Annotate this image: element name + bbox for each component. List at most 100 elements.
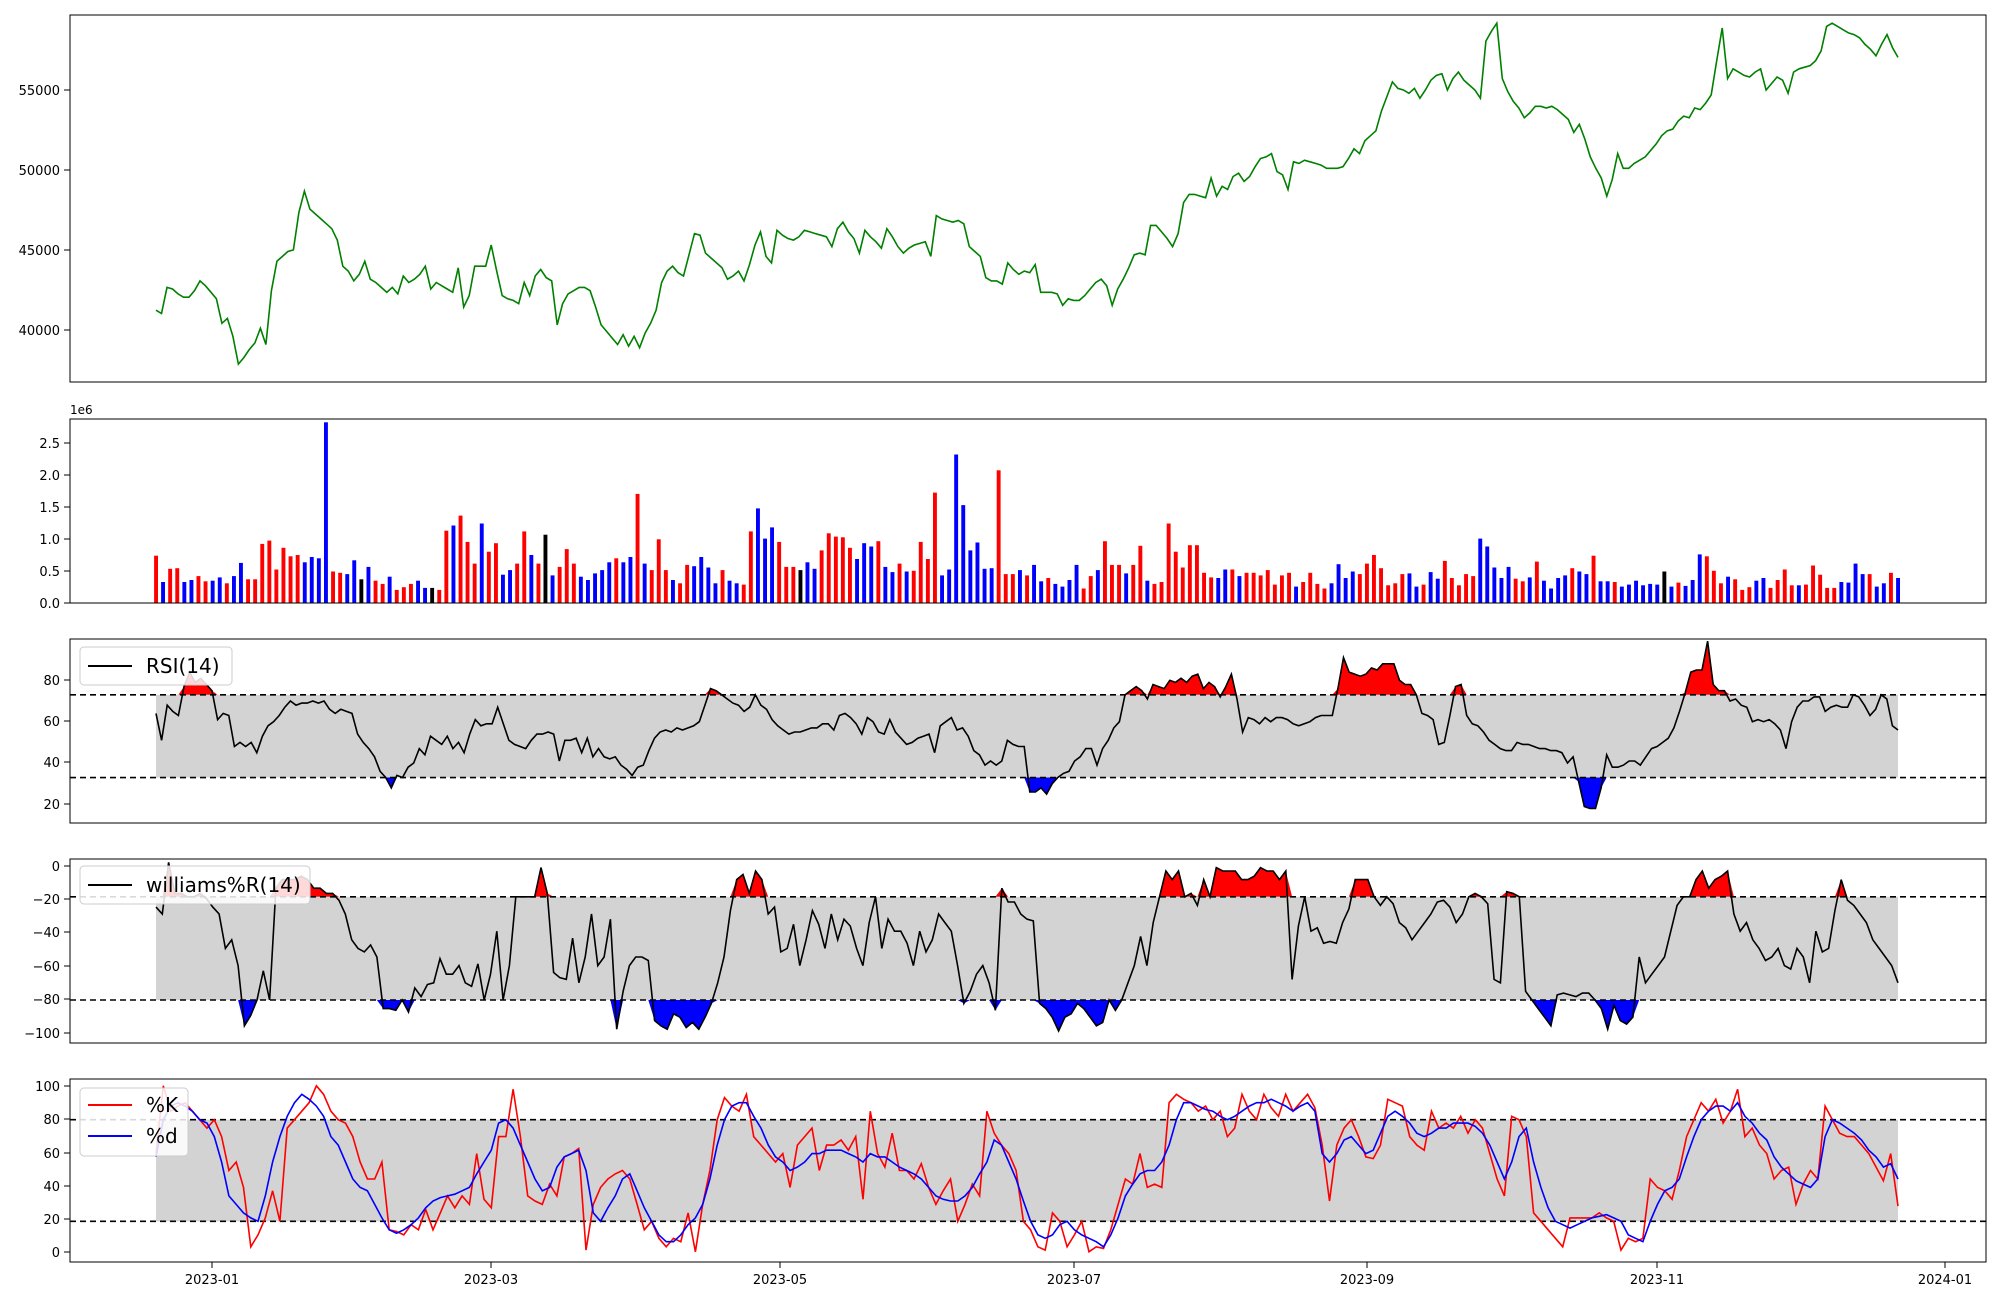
x-tick-label: 2024-01 [1918,1273,1972,1288]
williams-oversold-fill [156,1000,1898,1031]
volume-bar [536,563,541,603]
volume-bar [876,541,881,603]
volume-bar [1421,584,1426,603]
volume-bar [1471,576,1476,603]
volume-bar [1619,586,1624,603]
volume-bar [671,580,675,603]
volume-bar [1095,570,1100,603]
volume-bar [274,569,279,603]
volume-y-axis: 0.0 0.5 1.0 1.5 2.0 2.5 [39,437,70,612]
stochastic-y-axis: 0 20 40 60 80 100 [35,1080,70,1261]
volume-bar [302,562,307,603]
volume-bar [1032,564,1036,603]
volume-bar [1676,582,1681,603]
volume-bar [1690,580,1695,603]
volume-bar [1896,578,1900,603]
volume-bar [1081,588,1086,603]
volume-bar [189,580,194,603]
volume-bar [1124,573,1129,603]
volume-bar [359,579,364,603]
williams-frame [69,858,1987,1044]
volume-bar [1287,572,1291,603]
volume-bar [1301,582,1306,603]
volume-bar [925,559,930,603]
volume-bar [1598,581,1603,603]
volume-bar [1527,577,1532,603]
volume-bar [458,515,463,603]
volume-bar [1542,580,1546,603]
volume-bar [232,576,236,603]
volume-bar [1534,561,1539,603]
volume-bar [968,550,973,603]
volume-bar [819,550,824,603]
volume-bar [1159,582,1164,603]
volume-bar [741,584,746,603]
volume-bar [423,587,427,603]
volume-bar [550,575,555,603]
volume-bar [1825,587,1830,603]
volume-bar [855,559,859,603]
volume-bar [260,543,265,603]
volume-bar [713,583,718,603]
volume-bar [692,566,697,603]
volume-bar [1244,572,1249,603]
volume-bar [571,563,576,603]
volume-bar [1641,585,1645,603]
volume-bar [1726,576,1730,603]
volume-bar [996,470,1001,603]
volume-bar [309,557,314,603]
volume-bar [437,589,442,603]
volume-bar [564,549,569,603]
volume-bar [366,566,371,603]
volume-bar [409,583,413,603]
volume-bar [1768,587,1773,603]
volume-bar [1457,585,1461,603]
volume-bar [763,538,767,603]
volume-bar [1067,580,1072,603]
volume-bar [1223,569,1228,603]
volume-bar [607,562,612,603]
volume-bar [1393,583,1398,603]
volume-bar [1846,582,1851,603]
williams-series-line [155,862,1899,1033]
volume-bar [1187,545,1192,603]
williams-neutral-band [156,896,1898,1001]
volume-bar [161,582,165,603]
volume-bar [933,492,937,603]
volume-bar [904,571,909,603]
volume-bar [586,580,590,603]
williams-ytick-label: −60 [33,960,60,975]
volume-bar [840,537,845,603]
volume-bar [1761,578,1766,603]
volume-bar [1435,578,1440,603]
volume-bar [1789,585,1794,603]
volume-bar [805,562,810,603]
d-legend-label: %d [146,1124,178,1148]
volume-bar [727,580,732,603]
volume-bar [947,569,952,603]
x-tick-label: 2023-07 [1047,1273,1101,1288]
volume-bar [812,568,817,603]
volume-bar [1711,570,1716,603]
volume-bar [720,570,725,603]
volume-bar [1280,575,1284,603]
volume-bar [1605,581,1610,603]
volume-bars [154,422,1900,603]
volume-bar [1272,584,1277,603]
stochastic-panel: 0 20 40 60 80 100 %K %d [35,1078,1987,1263]
volume-bar [1428,572,1433,603]
volume-bar [1782,569,1787,603]
volume-bar [1563,575,1568,603]
volume-bar [1719,583,1723,603]
volume-bar [1442,560,1447,603]
rsi-frame [69,638,1987,824]
volume-bar [961,505,966,603]
volume-bar [267,540,272,603]
volume-bar [543,534,548,603]
volume-bar [1237,576,1242,603]
x-tick-label: 2023-05 [753,1273,807,1288]
volume-bar [770,527,774,603]
volume-bar [869,546,874,603]
williams-overbought-fill [156,862,1898,897]
volume-bar [522,531,527,603]
